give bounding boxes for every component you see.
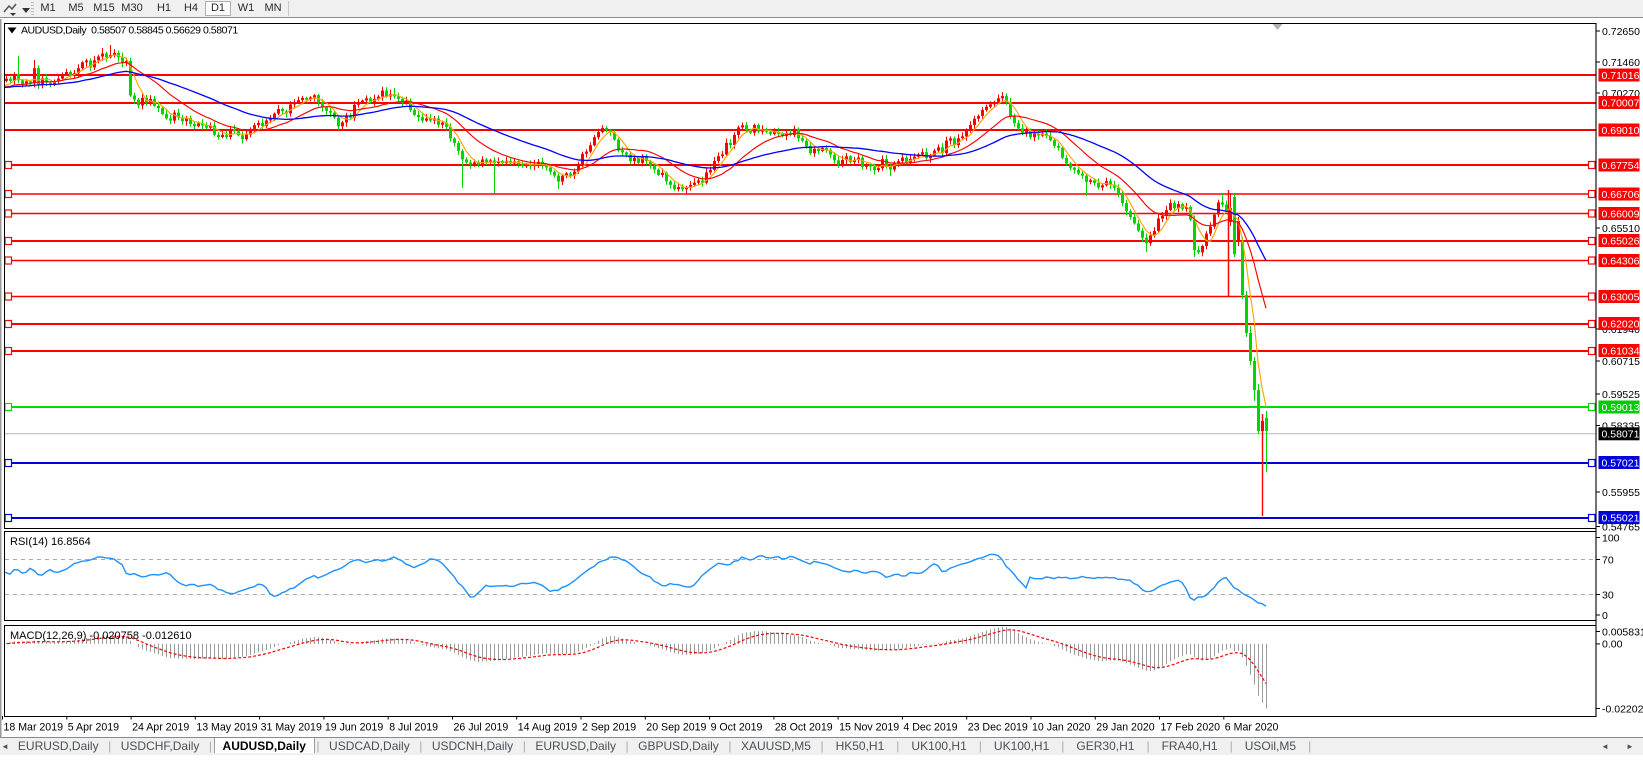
svg-text:23 Dec 2019: 23 Dec 2019 (968, 722, 1028, 734)
svg-text:29 Jan 2020: 29 Jan 2020 (1096, 722, 1154, 734)
svg-text:0.65510: 0.65510 (1602, 223, 1640, 235)
svg-text:26 Jul 2019: 26 Jul 2019 (454, 722, 509, 734)
svg-text:0.65026: 0.65026 (1602, 235, 1640, 247)
svg-text:5 Apr 2019: 5 Apr 2019 (68, 722, 119, 734)
svg-text:0.61034: 0.61034 (1602, 345, 1640, 357)
svg-text:0.66009: 0.66009 (1602, 208, 1640, 220)
svg-text:0.55955: 0.55955 (1602, 487, 1640, 499)
svg-text:28 Oct 2019: 28 Oct 2019 (775, 722, 833, 734)
svg-text:2 Sep 2019: 2 Sep 2019 (582, 722, 636, 734)
svg-text:0.66706: 0.66706 (1602, 189, 1640, 201)
svg-text:0.00: 0.00 (1602, 639, 1623, 651)
svg-text:100: 100 (1602, 532, 1620, 544)
svg-text:0.59013: 0.59013 (1602, 402, 1640, 414)
svg-text:0.71016: 0.71016 (1602, 70, 1640, 82)
svg-text:0.58071: 0.58071 (1602, 429, 1640, 441)
svg-text:-0.022024: -0.022024 (1602, 703, 1643, 715)
svg-text:15 Nov 2019: 15 Nov 2019 (839, 722, 899, 734)
svg-text:4 Dec 2019: 4 Dec 2019 (903, 722, 957, 734)
svg-text:70: 70 (1602, 554, 1614, 566)
svg-text:20 Sep 2019: 20 Sep 2019 (646, 722, 706, 734)
svg-text:0.70007: 0.70007 (1602, 97, 1640, 109)
svg-text:0.60715: 0.60715 (1602, 356, 1640, 368)
svg-text:0.57021: 0.57021 (1602, 457, 1640, 469)
svg-text:0.72650: 0.72650 (1602, 26, 1640, 38)
svg-text:0.64306: 0.64306 (1602, 255, 1640, 267)
svg-text:10 Jan 2020: 10 Jan 2020 (1032, 722, 1090, 734)
svg-text:0.54765: 0.54765 (1602, 521, 1640, 533)
svg-text:0.55021: 0.55021 (1602, 512, 1640, 524)
svg-text:0.71460: 0.71460 (1602, 57, 1640, 69)
svg-text:0.59525: 0.59525 (1602, 389, 1640, 401)
svg-text:6 Mar 2020: 6 Mar 2020 (1225, 722, 1279, 734)
svg-text:31 May 2019: 31 May 2019 (261, 722, 322, 734)
svg-text:19 Jun 2019: 19 Jun 2019 (325, 722, 383, 734)
svg-text:14 Aug 2019: 14 Aug 2019 (518, 722, 578, 734)
svg-text:8 Jul 2019: 8 Jul 2019 (389, 722, 438, 734)
svg-text:9 Oct 2019: 9 Oct 2019 (711, 722, 763, 734)
svg-text:24 Apr 2019: 24 Apr 2019 (132, 722, 189, 734)
svg-text:0.63005: 0.63005 (1602, 291, 1640, 303)
svg-text:0.005831: 0.005831 (1602, 626, 1643, 638)
svg-text:13 May 2019: 13 May 2019 (196, 722, 257, 734)
svg-text:0: 0 (1602, 610, 1608, 622)
svg-text:AUDUSD,Daily 0.58507 0.58845: AUDUSD,Daily 0.58507 0.58845 0.56629 0.5… (21, 25, 238, 37)
svg-text:0.62020: 0.62020 (1602, 318, 1640, 330)
svg-text:RSI(14) 16.8564: RSI(14) 16.8564 (10, 536, 91, 548)
svg-text:18 Mar 2019: 18 Mar 2019 (4, 722, 64, 734)
svg-text:MACD(12,26,9) -0.020758 -0.012: MACD(12,26,9) -0.020758 -0.012610 (10, 630, 192, 642)
svg-text:17 Feb 2020: 17 Feb 2020 (1161, 722, 1221, 734)
svg-text:30: 30 (1602, 589, 1614, 601)
svg-text:0.67754: 0.67754 (1602, 160, 1640, 172)
svg-text:0.69010: 0.69010 (1602, 125, 1640, 137)
